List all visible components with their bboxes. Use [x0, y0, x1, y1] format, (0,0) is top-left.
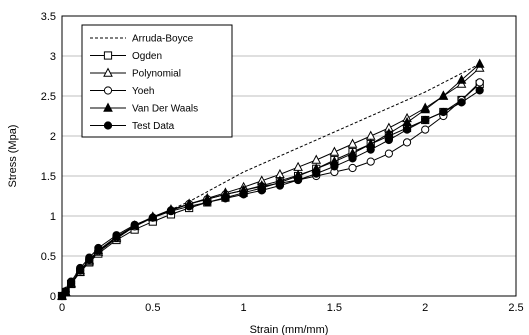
legend: Arruda-Boyce Ogden Polynomial Yoeh Van Der W… [81, 24, 233, 138]
data-point [293, 175, 303, 185]
series-layer [57, 58, 485, 301]
data-point [402, 125, 412, 134]
y-tick-label: 0.5 [41, 251, 56, 263]
data-point [384, 149, 393, 158]
legend-marker [103, 102, 113, 112]
data-point [348, 154, 357, 163]
x-tick-label: 0 [59, 302, 65, 314]
data-point [257, 186, 266, 195]
legend-box [81, 24, 233, 138]
legend-entry: Van Der Waals [90, 102, 198, 115]
data-point [402, 138, 412, 147]
data-point [76, 263, 85, 273]
legend-label: Polynomial [132, 69, 181, 80]
legend-marker [103, 67, 113, 77]
legend-label: Arruda-Boyce [132, 34, 194, 45]
data-point [203, 198, 212, 207]
y-tick-label: 1 [50, 211, 56, 223]
series-test-data [57, 86, 484, 301]
data-point [94, 243, 103, 253]
data-point [130, 220, 139, 229]
data-point [61, 287, 70, 296]
data-point [221, 194, 230, 203]
plot-area-frame [61, 15, 517, 297]
legend-marker [103, 121, 113, 130]
x-tick-label: 2 [422, 302, 428, 314]
data-point [66, 277, 76, 286]
data-point [366, 157, 375, 166]
y-tick-label: 2 [50, 131, 56, 143]
data-point [420, 104, 431, 114]
legend-label: Ogden [132, 51, 162, 62]
legend-entry: Polynomial [90, 67, 181, 80]
data-point [329, 146, 340, 156]
data-point [475, 78, 484, 87]
data-point [312, 169, 321, 178]
data-point [112, 231, 121, 240]
legend-marker [103, 51, 113, 60]
data-point [311, 154, 322, 164]
data-point [438, 90, 449, 100]
data-point [439, 107, 448, 117]
y-tick-label: 2.5 [41, 91, 56, 103]
legend-marker [103, 86, 113, 95]
y-tick-label: 0 [50, 291, 56, 303]
x-tick-label: 1.5 [327, 302, 342, 314]
x-tick-label: 2.5 [508, 302, 523, 314]
y-axis-label: Stress (Mpa) [7, 125, 19, 188]
data-point [330, 162, 339, 171]
x-axis-label: Strain (mm/mm) [250, 324, 329, 335]
y-tick-label: 3 [50, 51, 56, 63]
data-point [365, 130, 376, 140]
y-tick-label: 3.5 [41, 11, 56, 23]
data-point [456, 74, 467, 84]
data-point [366, 145, 375, 154]
legend-label: Van Der Waals [132, 104, 198, 115]
data-point [275, 181, 285, 190]
data-point [421, 125, 430, 134]
data-point [384, 135, 393, 145]
x-axis-tick-labels: 0 0.5 1 1.5 2 2.5 [59, 302, 524, 314]
data-point [185, 202, 194, 211]
y-axis-tick-labels: 0 0.5 1 1.5 2 2.5 3 3.5 [41, 11, 56, 303]
legend-entry: Yoeh [90, 86, 154, 97]
legend-label: Yoeh [132, 86, 154, 97]
y-tick-label: 1.5 [41, 171, 56, 183]
data-point [347, 138, 358, 148]
data-point [474, 58, 485, 68]
data-point [239, 190, 248, 199]
data-point [348, 163, 357, 173]
x-tick-label: 1 [241, 302, 247, 314]
data-point [85, 253, 94, 262]
data-point [475, 86, 484, 95]
data-point [166, 207, 176, 216]
data-point [421, 115, 430, 125]
x-tick-label: 0.5 [145, 302, 160, 314]
legend-entry: Ogden [90, 51, 162, 62]
legend-entry: Test Data [90, 121, 175, 132]
legend-entry: Arruda-Boyce [90, 34, 194, 45]
data-point [148, 213, 157, 222]
legend-label: Test Data [132, 121, 175, 132]
data-point [457, 98, 466, 107]
